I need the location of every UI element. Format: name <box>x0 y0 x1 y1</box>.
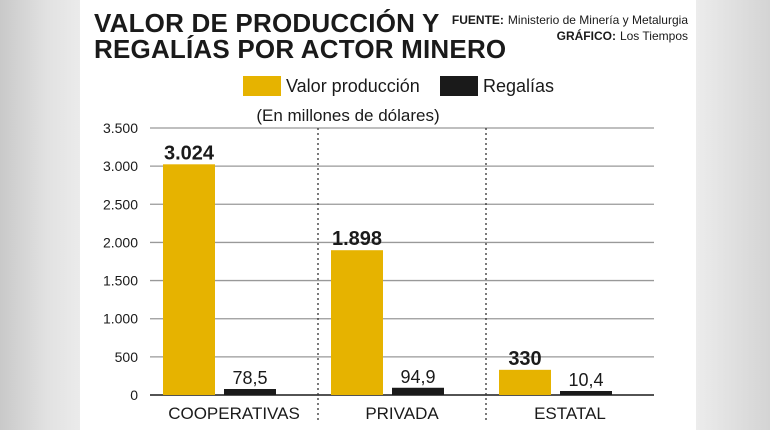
data-label-regalias: 10,4 <box>568 370 603 390</box>
y-tick-label: 500 <box>115 349 139 365</box>
chart-subtitle: (En millones de dólares) <box>256 106 439 125</box>
background-left <box>0 0 80 430</box>
graphic-credit: GRÁFICO: Los Tiempos <box>452 28 688 44</box>
legend-swatch-1 <box>440 76 478 96</box>
y-tick-label: 2.000 <box>103 234 138 250</box>
source-credit: FUENTE: Ministerio de Minería y Metalurgi… <box>452 12 688 28</box>
x-tick-label: ESTATAL <box>534 404 606 423</box>
bar-regalias <box>560 391 612 395</box>
y-tick-label: 3.500 <box>103 120 138 136</box>
background-right <box>696 0 770 430</box>
data-label-regalias: 78,5 <box>232 368 267 388</box>
y-tick-label: 1.000 <box>103 311 138 327</box>
legend-label-0: Valor producción <box>286 76 420 96</box>
legend-swatch-0 <box>243 76 281 96</box>
graphic-text: Los Tiempos <box>619 29 688 43</box>
data-label-valor: 1.898 <box>332 228 382 250</box>
bar-valor-produccion <box>331 250 383 395</box>
data-label-valor: 3.024 <box>164 142 215 164</box>
bar-regalias <box>224 389 276 395</box>
y-tick-label: 2.500 <box>103 196 138 212</box>
data-label-valor: 330 <box>508 348 541 370</box>
source-label: FUENTE: <box>451 13 504 27</box>
chart-title: VALOR DE PRODUCCIÓN Y REGALÍAS POR ACTOR… <box>94 10 506 62</box>
x-tick-label: PRIVADA <box>365 404 439 423</box>
x-tick-label: COOPERATIVAS <box>168 404 300 423</box>
source-text: Ministerio de Minería y Metalurgia <box>507 13 688 27</box>
chart-title-line-2: REGALÍAS POR ACTOR MINERO <box>94 34 507 64</box>
data-label-regalias: 94,9 <box>400 367 435 387</box>
chart-title-line-1: VALOR DE PRODUCCIÓN Y <box>94 8 440 38</box>
credits: FUENTE: Ministerio de Minería y Metalurgi… <box>452 12 688 44</box>
graphic-label: GRÁFICO: <box>556 29 616 43</box>
bar-regalias <box>392 387 444 395</box>
y-tick-label: 1.500 <box>103 273 138 289</box>
bar-valor-produccion <box>499 369 551 395</box>
y-tick-label: 3.000 <box>103 158 138 174</box>
legend-label-1: Regalías <box>483 76 554 96</box>
bar-valor-produccion <box>163 164 215 395</box>
y-tick-label: 0 <box>130 387 138 403</box>
